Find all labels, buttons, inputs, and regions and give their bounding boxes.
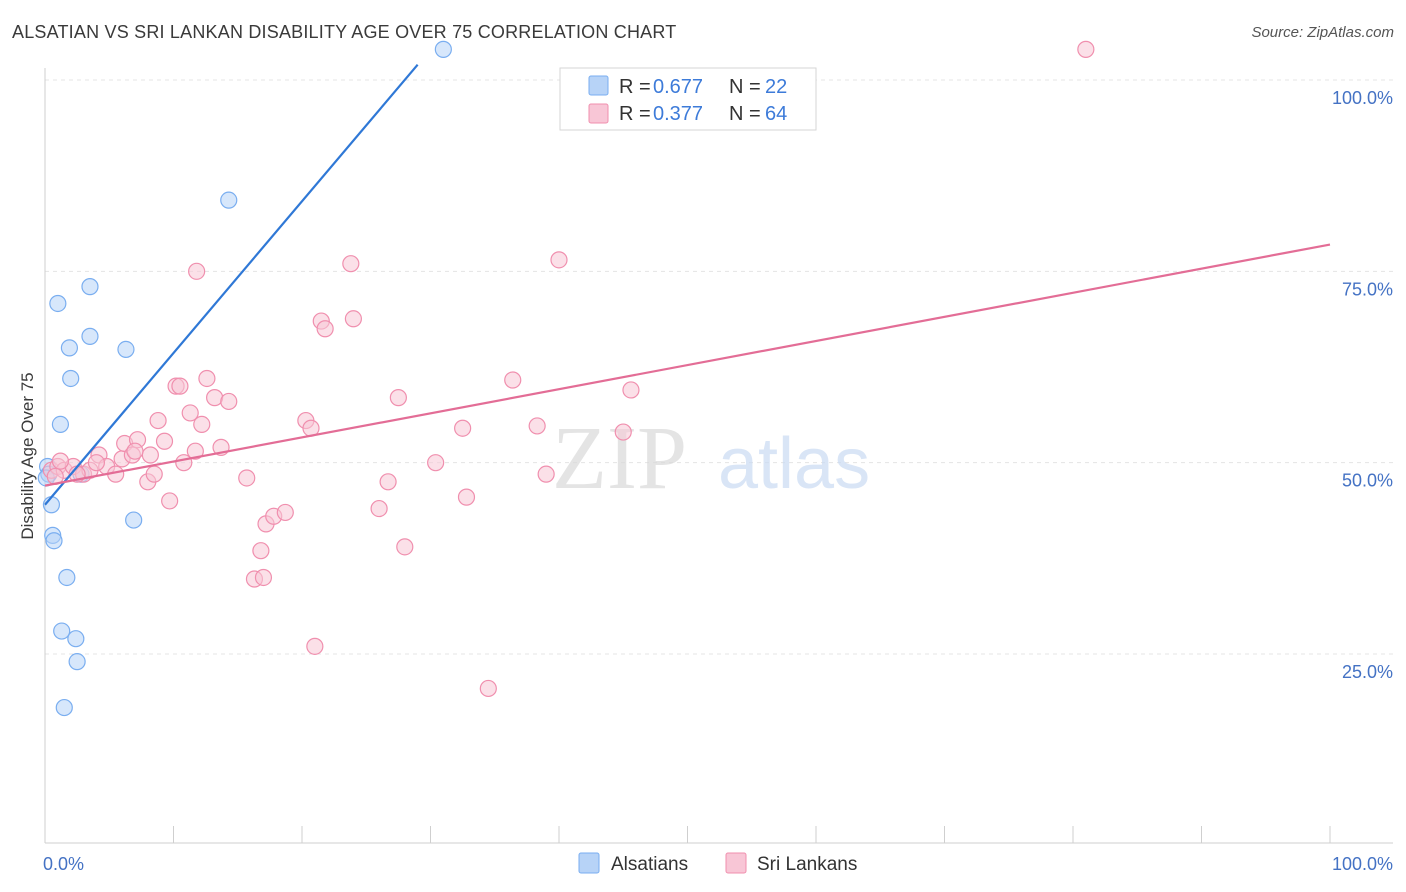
- legend-swatch-srilankans: [588, 103, 609, 124]
- srilankan-point-55: [614, 423, 632, 441]
- chart-title: ALSATIAN VS SRI LANKAN DISABILITY AGE OV…: [12, 22, 677, 42]
- srilankan-point-47: [427, 454, 445, 472]
- srilankan-point-45: [389, 389, 407, 407]
- srilankan-point-60: [87, 454, 106, 472]
- alsatian-point-19: [220, 191, 238, 209]
- srilankan-point-31: [252, 542, 270, 560]
- legend-n-label-2: N =: [729, 103, 761, 125]
- srilankan-point-20: [171, 377, 189, 395]
- alsatian-point-6: [51, 415, 70, 433]
- srilankan-point-49: [457, 488, 476, 506]
- srilankan-point-42: [344, 310, 362, 328]
- y-tick-label-25: 25.0%: [1342, 662, 1393, 682]
- bottom-legend-label-srilankans: Sri Lankans: [757, 854, 857, 875]
- srilankan-point-34: [276, 503, 294, 522]
- alsatian-point-9: [58, 568, 76, 587]
- bottom-legend-label-alsatians: Alsatians: [611, 854, 688, 875]
- srilankan-point-18: [161, 492, 179, 510]
- legend-box: R = 0.677 N = 22 R = 0.377 N = 64: [559, 67, 817, 131]
- srilankan-point-38: [306, 637, 324, 655]
- watermark-atlas: atlas: [718, 424, 870, 504]
- legend-r-value-2: 0.377: [653, 103, 703, 125]
- legend-n-label-1: N =: [729, 76, 761, 98]
- srilankan-point-43: [370, 499, 388, 518]
- watermark-zip: ZIP: [552, 409, 687, 508]
- bottom-legend-swatch-alsatians: [578, 852, 600, 874]
- srilankan-point-44: [379, 473, 397, 491]
- srilankan-point-58: [1077, 40, 1095, 58]
- alsatian-point-12: [67, 630, 85, 648]
- srilankan-point-61: [51, 452, 70, 470]
- legend-n-value-2: 64: [765, 103, 787, 125]
- y-axis-label: Disability Age Over 75: [18, 372, 37, 539]
- trend-lines: [44, 63, 1331, 506]
- srilankan-point-57: [188, 262, 206, 280]
- alsatian-point-15: [81, 278, 99, 296]
- srilankan-point-40: [316, 320, 334, 338]
- source-credit: Source: ZipAtlas.com: [1251, 24, 1394, 41]
- srilankan-point-54: [550, 251, 568, 269]
- srilankan-point-25: [198, 369, 216, 388]
- alsatian-trend-line: [44, 63, 419, 506]
- data-points: [37, 40, 1095, 717]
- srilankan-point-56: [622, 381, 640, 399]
- srilankan-point-46: [396, 538, 414, 556]
- alsatian-point-16: [81, 327, 99, 345]
- srilankan-point-52: [528, 417, 546, 435]
- legend-n-value-1: 22: [765, 76, 787, 98]
- srilankan-point-28: [220, 392, 238, 411]
- alsatian-point-10: [60, 339, 79, 357]
- alsatian-point-5: [49, 294, 67, 313]
- legend-swatch-alsatians: [588, 75, 609, 96]
- gridlines: [45, 79, 1393, 655]
- x-ticks: [44, 826, 1331, 843]
- alsatian-point-4: [45, 532, 63, 550]
- alsatian-point-7: [53, 622, 71, 640]
- y-tick-label-75: 75.0%: [1342, 279, 1393, 299]
- srilankan-point-48: [454, 419, 472, 437]
- y-tick-label-50: 50.0%: [1342, 471, 1393, 491]
- srilankan-point-24: [193, 415, 211, 433]
- srilankan-point-29: [238, 469, 256, 487]
- x-tick-label-100: 100.0%: [1332, 854, 1393, 874]
- srilankan-point-51: [504, 371, 522, 389]
- srilankan-point-23: [186, 442, 204, 460]
- srilankan-point-26: [206, 389, 224, 407]
- alsatian-point-11: [62, 369, 80, 388]
- legend-r-label-1: R =: [619, 76, 651, 98]
- srilankan-point-35: [254, 568, 273, 587]
- alsatian-point-18: [125, 511, 143, 529]
- legend-r-label-2: R =: [619, 103, 651, 125]
- alsatian-point-8: [55, 698, 73, 717]
- legend-r-value-1: 0.677: [653, 76, 703, 98]
- x-tick-label-0: 0.0%: [43, 854, 84, 874]
- y-tick-label-100: 100.0%: [1332, 88, 1393, 108]
- srilankan-point-53: [537, 465, 555, 483]
- bottom-legend-swatch-srilankans: [725, 852, 747, 874]
- srilankan-point-15: [145, 465, 163, 483]
- srilankan-point-22: [181, 404, 199, 422]
- alsatian-point-20: [434, 40, 452, 58]
- srilankan-point-16: [149, 411, 167, 430]
- srilankan-point-41: [342, 255, 360, 273]
- srilankan-point-62: [126, 442, 144, 460]
- bottom-legend: Alsatians Sri Lankans: [578, 852, 857, 875]
- srilankan-trend-line: [44, 243, 1331, 487]
- srilankan-point-17: [155, 432, 174, 450]
- alsatian-point-13: [68, 653, 86, 671]
- srilankan-point-14: [141, 446, 159, 464]
- y-tick-labels: 25.0% 50.0% 75.0% 100.0%: [1332, 88, 1393, 682]
- alsatian-point-17: [117, 340, 135, 358]
- srilankan-point-50: [479, 679, 497, 698]
